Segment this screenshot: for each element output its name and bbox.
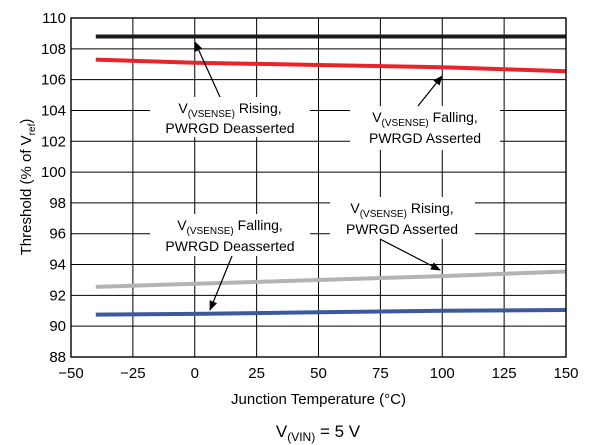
- svg-text:V(VSENSE) Falling,: V(VSENSE) Falling,: [177, 217, 283, 237]
- plot-frame: [70, 17, 567, 358]
- annotation-falling-deasserted: V(VSENSE) Falling, PWRGD Deasserted: [150, 214, 310, 311]
- x-tick-label: 100: [430, 365, 455, 382]
- series-lines: [95, 34, 567, 317]
- svg-text:V(VSENSE) Falling,: V(VSENSE) Falling,: [372, 109, 478, 129]
- x-tick-label: −50: [58, 365, 83, 382]
- annotation-arrow: [417, 75, 443, 107]
- y-tick-label: 104: [41, 102, 66, 119]
- y-tick-label: 98: [49, 195, 66, 212]
- y-tick-label: 92: [49, 287, 66, 304]
- annotation-arrow: [194, 41, 221, 98]
- y-tick-label: 94: [49, 257, 66, 274]
- x-tick-label: −25: [120, 365, 145, 382]
- x-tick-label: 125: [492, 365, 517, 382]
- x-tick-label: 25: [248, 365, 265, 382]
- svg-text:PWRGD Asserted: PWRGD Asserted: [369, 130, 481, 146]
- series-line-1: [95, 57, 567, 74]
- svg-text:V(VSENSE) Rising,: V(VSENSE) Rising,: [350, 200, 453, 220]
- annotation-rising-deasserted: V(VSENSE) Rising, PWRGD Deasserted: [150, 41, 310, 137]
- svg-text:V(VSENSE) Rising,: V(VSENSE) Rising,: [178, 100, 281, 120]
- y-tick-label: 106: [41, 72, 66, 89]
- y-tick-label: 102: [41, 133, 66, 150]
- annotation-falling-asserted: V(VSENSE) Falling, PWRGD Asserted: [350, 75, 500, 150]
- footnote: V(VIN) = 5 V: [276, 422, 361, 444]
- y-axis-title: Threshold (% of Vref): [18, 119, 38, 256]
- svg-text:PWRGD Deasserted: PWRGD Deasserted: [165, 120, 294, 136]
- series-line-3: [95, 308, 567, 317]
- x-tick-label: 150: [553, 365, 578, 382]
- tick-labels: −50 −25 0 25 50 75 100 125 150 88 90 92 94 96 98 100 102…: [41, 10, 579, 382]
- y-tick-label: 108: [41, 41, 66, 58]
- y-tick-label: 110: [42, 10, 66, 27]
- grid: [71, 18, 566, 357]
- annotation-arrow: [209, 255, 233, 311]
- y-tick-label: 88: [49, 349, 66, 366]
- svg-text:PWRGD Asserted: PWRGD Asserted: [346, 221, 458, 237]
- x-tick-label: 75: [372, 365, 389, 382]
- annotation-arrow: [379, 238, 441, 271]
- series-line-2: [95, 269, 567, 289]
- x-tick-label: 0: [191, 365, 199, 382]
- y-tick-label: 100: [41, 164, 66, 181]
- svg-text:PWRGD Deasserted: PWRGD Deasserted: [165, 238, 294, 254]
- x-axis-title: Junction Temperature (°C): [231, 391, 406, 408]
- y-tick-label: 96: [49, 226, 66, 243]
- y-tick-label: 90: [49, 318, 66, 335]
- x-tick-label: 50: [310, 365, 327, 382]
- annotation-rising-asserted: V(VSENSE) Rising, PWRGD Asserted: [330, 197, 475, 271]
